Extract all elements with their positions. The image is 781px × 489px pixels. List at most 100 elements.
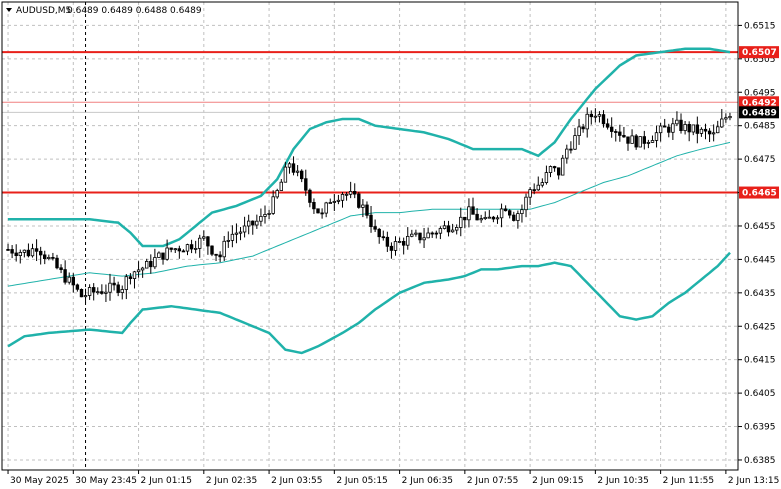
candle-body <box>626 136 630 144</box>
chart-header: AUDUSD,M5 0.6489 0.6489 0.6488 0.6489 <box>6 6 202 16</box>
candle-body <box>459 216 463 228</box>
candle-body <box>100 291 104 294</box>
y-tick-label: 0.6485 <box>744 122 776 132</box>
candle-body <box>18 251 22 256</box>
candle-body <box>165 247 169 260</box>
candle-body <box>597 114 602 117</box>
candle-body <box>585 113 589 130</box>
candle-body <box>716 126 720 134</box>
candle-body <box>267 212 271 215</box>
candle-body <box>149 260 153 268</box>
candle-body <box>67 276 71 283</box>
candle-body <box>202 236 206 239</box>
candle-body <box>234 232 239 235</box>
y-tick-label: 0.6395 <box>744 423 776 433</box>
candle-body <box>389 245 394 251</box>
level-price-label: 0.6492 <box>742 98 777 108</box>
candle-body <box>532 189 536 192</box>
candle-body <box>348 190 353 195</box>
candle-body <box>667 126 671 133</box>
candle-body <box>324 202 328 214</box>
candle-body <box>132 271 137 279</box>
candle-body <box>552 166 557 169</box>
candle-body <box>6 248 10 251</box>
candle-body <box>475 213 479 221</box>
candle-body <box>442 225 447 229</box>
candle-body <box>430 232 434 235</box>
candle-body <box>663 125 667 128</box>
candle-body <box>226 239 230 242</box>
candle-body <box>336 199 341 202</box>
candle-body <box>634 135 638 148</box>
y-tick-label: 0.6405 <box>744 389 776 399</box>
candle-body <box>720 118 724 128</box>
axes <box>1 1 739 471</box>
candle-body <box>112 282 116 286</box>
candle-body <box>108 282 112 293</box>
candle-body <box>703 128 708 132</box>
y-tick-label: 0.6435 <box>744 289 776 299</box>
candle-body <box>316 208 320 214</box>
candle-body <box>577 126 581 137</box>
y-tick-label: 0.6505 <box>744 55 776 65</box>
candle-body <box>503 208 508 212</box>
candle-body <box>365 204 369 216</box>
chevron-down-icon[interactable] <box>6 8 12 12</box>
candle-body <box>687 124 691 133</box>
symbol-title: AUDUSD,M5 <box>16 6 71 16</box>
candle-body <box>614 131 618 133</box>
candle-body <box>59 267 63 270</box>
plot-frame <box>1 1 739 471</box>
candle-body <box>536 184 540 191</box>
candle-body <box>483 216 487 219</box>
candle-body <box>246 220 251 227</box>
bid-price-label: 0.6489 <box>742 108 777 118</box>
candle-body <box>381 236 385 239</box>
candle-body <box>605 123 610 128</box>
level-price-tag <box>739 186 779 199</box>
candle-body <box>646 141 651 144</box>
level-price-tag <box>739 96 779 109</box>
candle-body <box>377 228 381 238</box>
candle-body <box>724 117 728 120</box>
candle-body <box>181 250 186 253</box>
candle-body <box>540 182 544 186</box>
candle-body <box>610 126 614 132</box>
y-tick-label: 0.6445 <box>744 255 776 265</box>
candle-body <box>197 237 202 249</box>
ohlc-values: 0.6489 0.6489 0.6488 0.6489 <box>67 6 202 16</box>
candle-body <box>193 247 198 250</box>
candle-body <box>161 252 165 260</box>
candle-body <box>557 167 561 176</box>
candle-body <box>593 115 598 118</box>
candle-body <box>691 124 695 133</box>
candle-body <box>304 178 308 191</box>
candle-body <box>92 287 96 293</box>
candle-body <box>287 163 292 168</box>
candle-body <box>210 245 214 255</box>
candle-body <box>312 201 316 210</box>
x-tick-label: 2 Jun 10:35 <box>597 476 648 486</box>
candle-body <box>426 232 430 239</box>
lower-band <box>7 251 731 355</box>
x-axis-ticks[interactable]: 30 May 2025 30 May 23:45 2 Jun 01:15 2 Jun … <box>7 470 779 486</box>
level-price-label: 0.6507 <box>742 48 777 58</box>
candle-body <box>39 250 43 256</box>
candle-body <box>434 232 438 235</box>
candle-body <box>573 135 577 150</box>
candle-body <box>487 216 491 219</box>
candle-body <box>352 190 357 195</box>
candle-body <box>320 212 324 215</box>
candle-body <box>22 249 27 253</box>
y-tick-label: 0.6455 <box>744 222 776 232</box>
x-tick-label: 2 Jun 02:35 <box>206 476 257 486</box>
candle-body <box>189 244 194 250</box>
candle-body <box>658 125 663 134</box>
candle-body <box>401 240 406 246</box>
candle-body <box>96 291 100 294</box>
candle-body <box>308 189 312 203</box>
candle-body <box>34 248 39 252</box>
x-tick-label: 2 Jun 11:55 <box>663 476 714 486</box>
candle-body <box>569 148 573 151</box>
candle-body <box>206 236 210 247</box>
